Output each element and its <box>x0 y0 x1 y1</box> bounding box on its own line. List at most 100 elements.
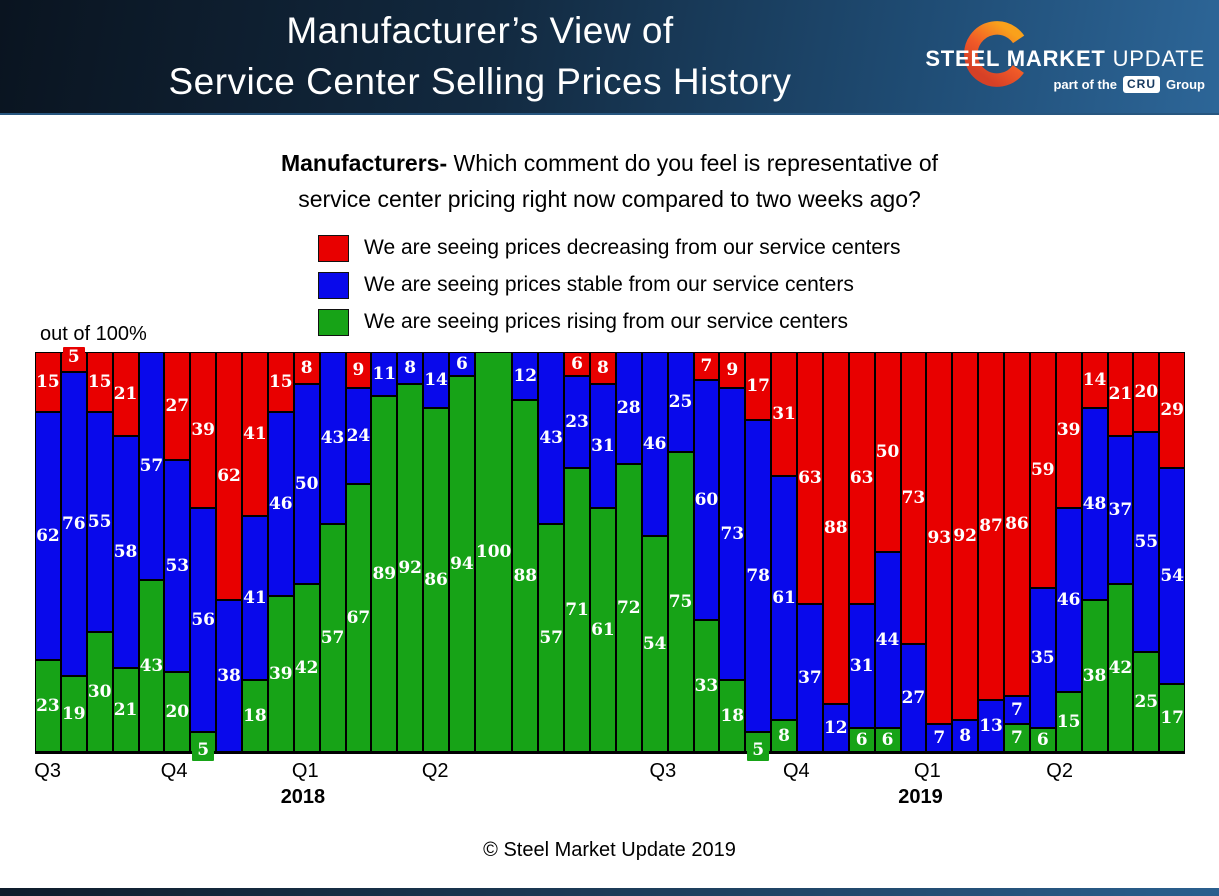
segment-value: 43 <box>139 655 164 676</box>
segment-value: 15 <box>87 371 112 392</box>
segment-rising: 88 <box>512 400 539 752</box>
segment-rising: 43 <box>138 580 165 752</box>
segment-value: 29 <box>1160 399 1185 420</box>
segment-value: 18 <box>243 705 267 726</box>
segment-value: 86 <box>1005 513 1029 534</box>
segment-rising: 71 <box>564 468 590 752</box>
segment-value: 76 <box>61 513 86 534</box>
segment-rising: 67 <box>345 484 372 752</box>
segment-decreasing: 31 <box>771 352 797 476</box>
segment-rising: 57 <box>538 524 565 752</box>
segment-rising: 6 <box>874 728 901 752</box>
segment-decreasing: 9 <box>345 352 372 388</box>
bar-4: 21 58 21 <box>112 352 139 752</box>
segment-value: 5 <box>192 739 215 761</box>
bar-18: 100 <box>474 352 513 752</box>
segment-value: 48 <box>1082 493 1107 514</box>
copyright: © Steel Market Update 2019 <box>483 839 736 861</box>
segment-value: 18 <box>720 705 745 726</box>
bar-37: 87 13 <box>978 352 1004 752</box>
bar-25: 25 75 <box>667 352 694 752</box>
segment-value: 56 <box>191 609 216 630</box>
segment-decreasing: 88 <box>822 352 849 704</box>
segment-value: 9 <box>352 359 365 380</box>
segment-stable: 56 <box>190 508 217 732</box>
segment-value: 6 <box>456 353 468 374</box>
segment-stable: 46 <box>641 352 668 536</box>
segment-decreasing: 93 <box>926 352 953 724</box>
segment-rising: 8 <box>771 720 797 752</box>
x-tick-q3: Q3 <box>649 760 677 782</box>
segment-value: 100 <box>475 541 512 562</box>
segment-rising: 20 <box>164 672 191 752</box>
segment-stable: 57 <box>138 352 165 580</box>
segment-value: 44 <box>875 629 900 650</box>
segment-rising: 94 <box>449 376 475 752</box>
segment-rising: 33 <box>693 620 720 752</box>
bar-9: 41 41 18 <box>242 352 268 752</box>
bar-42: 21 37 42 <box>1107 352 1134 752</box>
segment-value: 42 <box>1108 657 1133 678</box>
segment-rising: 72 <box>615 464 642 752</box>
segment-stable: 27 <box>900 644 927 752</box>
segment-value: 9 <box>726 359 739 380</box>
bar-7: 39 56 5 <box>190 352 217 761</box>
bar-23: 28 72 <box>615 352 642 752</box>
legend: We are seeing prices decreasing from our… <box>318 234 901 345</box>
segment-value: 5 <box>62 346 85 368</box>
year-label-2018: 2018 <box>280 786 326 808</box>
segment-rising: 57 <box>319 524 346 752</box>
segment-stable: 8 <box>397 352 424 384</box>
page-title-line1: Manufacturer’s View of <box>286 10 674 51</box>
legend-swatch-rising <box>318 308 349 336</box>
segment-value: 5 <box>747 739 770 761</box>
segment-stable: 55 <box>1133 432 1160 652</box>
crescent-icon <box>964 21 1030 87</box>
segment-stable: 13 <box>978 700 1004 752</box>
bar-21: 6 23 71 <box>564 352 590 752</box>
bar-31: 88 12 <box>822 352 849 752</box>
segment-decreasing: 87 <box>978 352 1004 700</box>
x-tick-q4: Q4 <box>160 760 188 782</box>
bar-17: 6 94 <box>449 352 475 752</box>
bar-26: 7 60 33 <box>693 352 720 752</box>
segment-rising: 18 <box>719 680 746 752</box>
segment-value: 8 <box>300 357 313 378</box>
survey-question-line2: service center pricing right now compare… <box>298 186 921 212</box>
segment-stable: 23 <box>564 376 590 468</box>
segment-value: 21 <box>113 699 138 720</box>
segment-value: 33 <box>694 675 719 696</box>
segment-value: 42 <box>294 657 319 678</box>
bar-2: 5 76 19 <box>60 346 87 752</box>
segment-rising: 21 <box>112 668 139 752</box>
segment-value: 46 <box>1056 589 1081 610</box>
segment-stable: 53 <box>164 460 191 672</box>
segment-value: 17 <box>1160 707 1185 728</box>
segment-stable: 54 <box>1159 468 1186 684</box>
segment-value: 25 <box>1134 691 1159 712</box>
segment-value: 35 <box>1030 647 1055 668</box>
survey-question: Manufacturers- Which comment do you feel… <box>0 145 1219 217</box>
segment-value: 15 <box>36 371 60 392</box>
segment-stable: 31 <box>848 604 875 728</box>
segment-value: 8 <box>404 357 417 378</box>
bar-16: 14 86 <box>423 352 449 752</box>
legend-swatch-decreasing <box>318 234 349 262</box>
segment-value: 41 <box>243 423 267 444</box>
tagline-prefix: part of the <box>1053 77 1117 92</box>
segment-stable: 44 <box>874 552 901 728</box>
segment-value: 19 <box>61 703 86 724</box>
segment-decreasing: 8 <box>293 352 320 384</box>
bar-13: 9 24 67 <box>345 352 372 752</box>
bar-12: 43 57 <box>319 352 346 752</box>
x-tick-q3: Q3 <box>34 760 61 782</box>
segment-rising: 42 <box>293 584 320 752</box>
segment-stable: 46 <box>1055 508 1082 692</box>
segment-rising: 39 <box>267 596 294 752</box>
segment-value: 57 <box>320 627 345 648</box>
bar-1: 15 62 23 <box>35 352 61 752</box>
segment-value: 37 <box>798 667 822 688</box>
segment-rising: 6 <box>848 728 875 752</box>
segment-value: 12 <box>823 717 848 738</box>
segment-decreasing: 15 <box>35 352 61 412</box>
